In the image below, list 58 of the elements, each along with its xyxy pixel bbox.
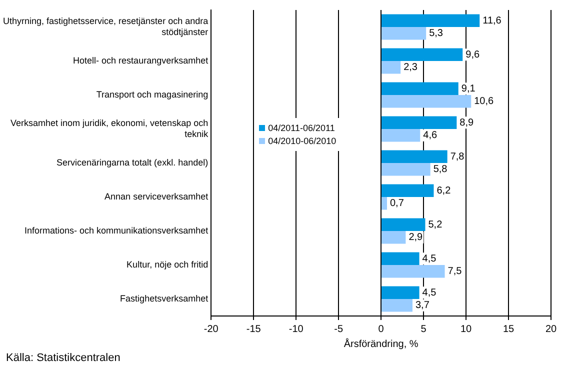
data-label: 4,5 [422, 287, 437, 298]
bar [382, 95, 472, 108]
y-tick-label: Verksamhet inom juridik, ekonomi, vetenskap och teknik [10, 118, 209, 139]
legend-label: 04/2011-06/2011 [268, 123, 335, 133]
y-tick-label: Uthyrning, fastighetsservice, resetjänster och andra stödtjänster [2, 16, 208, 37]
x-tick-label: 5 [420, 324, 427, 335]
data-label: 6,2 [436, 185, 452, 196]
bar [382, 129, 420, 142]
x-tick-label: 20 [545, 324, 557, 335]
bar [382, 265, 445, 278]
x-tick-label: -20 [204, 324, 219, 335]
data-label: 5,8 [433, 164, 448, 176]
data-label: 2,9 [408, 232, 424, 244]
bar [382, 299, 412, 312]
bar [382, 252, 420, 265]
bar [382, 231, 406, 244]
data-label: 4,5 [422, 253, 437, 264]
data-label: 5,3 [429, 28, 444, 40]
x-axis-title: Årsförändring, % [344, 338, 418, 350]
x-tick-label: 0 [378, 324, 384, 335]
y-tick-label: Kultur, nöje och fritid [126, 259, 208, 270]
x-tick-label: 10 [460, 324, 472, 335]
data-label: 11,6 [482, 15, 502, 26]
bar [382, 116, 457, 129]
bar [382, 48, 463, 61]
bar [382, 286, 420, 299]
x-tick-label: 15 [502, 324, 515, 335]
data-label: 7,8 [450, 151, 465, 162]
data-label: 8,9 [460, 117, 474, 128]
bar [382, 197, 387, 210]
x-tick-label: -15 [246, 324, 262, 335]
y-tick-label: Transport och magasinering [96, 89, 208, 100]
bar [382, 218, 426, 231]
y-tick-label: Servicenäringarna totalt (exkl. handel) [56, 157, 208, 168]
bar [382, 82, 458, 95]
data-label: 2,3 [404, 62, 418, 74]
y-tick-label: Hotell- och restaurangverksamhet [73, 55, 209, 66]
data-label: 7,5 [448, 266, 462, 278]
data-label: 9,6 [466, 49, 480, 60]
data-label: 4,6 [423, 130, 438, 142]
bar [382, 14, 480, 27]
bar [382, 150, 448, 163]
x-tick-label: -10 [288, 324, 304, 335]
y-tick-label: Fastighetsverksamhet [120, 293, 209, 304]
bar [382, 163, 430, 176]
bar [382, 184, 434, 197]
data-label: 9,1 [461, 83, 476, 94]
legend-label: 04/2010-06/2010 [268, 136, 336, 146]
x-tick-label: -5 [334, 324, 344, 335]
data-label: 0,7 [390, 198, 404, 210]
text: Källa: Statistikcentralen [6, 352, 120, 364]
bar [382, 61, 401, 74]
bar [382, 27, 426, 40]
data-label: 5,2 [428, 219, 443, 230]
y-tick-label: Informations- och kommunikationsverksamhet [24, 225, 209, 236]
data-label: 3,7 [415, 300, 430, 312]
data-label: 10,6 [474, 96, 494, 108]
y-tick-label: Annan serviceverksamhet [104, 191, 209, 202]
